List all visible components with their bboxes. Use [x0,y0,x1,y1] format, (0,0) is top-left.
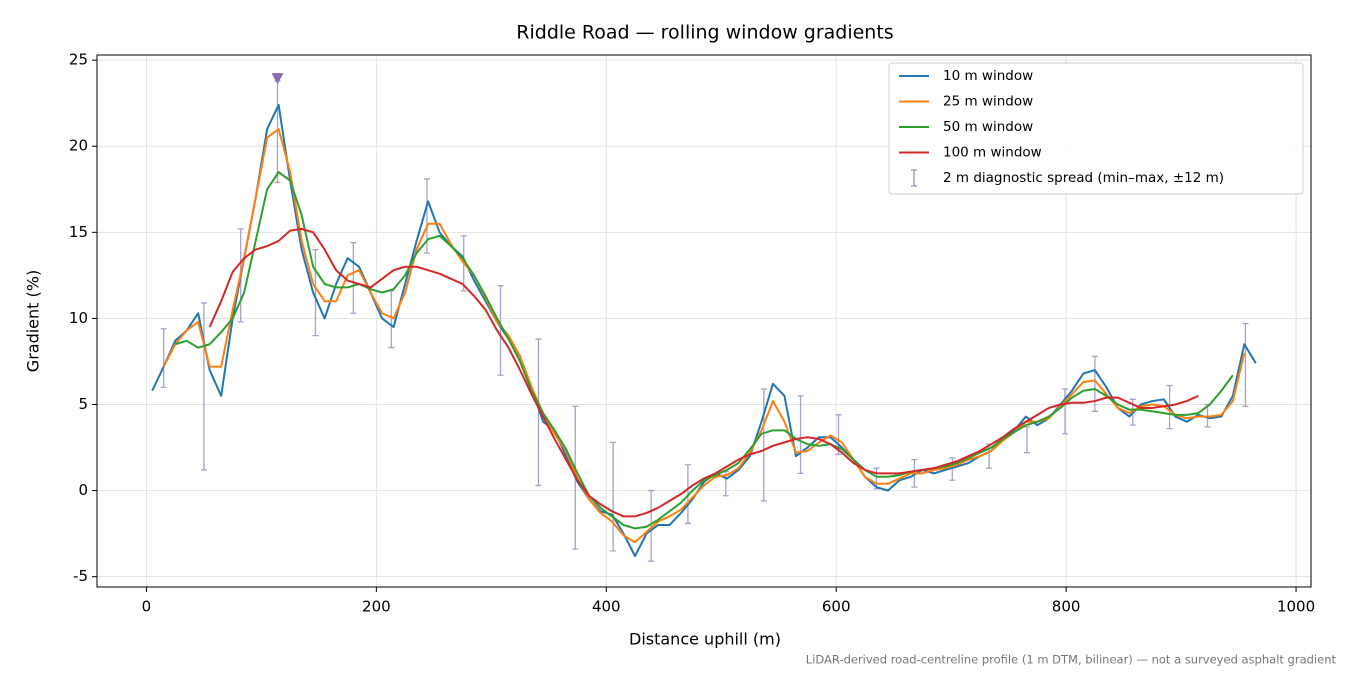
series-line [151,103,1257,558]
error-bar [497,285,504,376]
chart-title: Riddle Road — rolling window gradients [516,22,893,44]
error-bar [949,457,956,481]
x-tick-label: 400 [592,598,621,616]
x-axis-label: Distance uphill (m) [629,630,781,649]
y-tick-label: 10 [69,309,88,327]
footnote: LiDAR-derived road-centreline profile (1… [806,653,1337,667]
error-bar [1061,388,1068,435]
error-bar [1091,355,1098,413]
error-bar [1024,426,1031,454]
legend-label: 25 m window [943,94,1033,110]
error-bar [160,328,167,388]
error-bar [873,467,880,490]
error-bar [535,338,542,487]
error-bar [610,441,617,552]
y-tick-label: 5 [78,395,88,413]
y-tick-label: 25 [69,51,88,69]
x-tick-label: 600 [822,598,851,616]
legend-label: 50 m window [943,119,1033,135]
plot-frame [96,54,1312,588]
legend-label: 100 m window [943,145,1042,161]
legend-label: 10 m window [943,68,1033,84]
error-bar [1242,322,1249,407]
error-bar [797,395,804,475]
x-tick-label: 800 [1052,598,1081,616]
error-bar [350,242,357,314]
legend-swatch [911,169,917,187]
series-line [162,128,1246,544]
legend-box [888,62,1304,195]
error-bar [648,489,655,562]
y-tick-label: 20 [69,137,88,155]
x-tick-label: 1000 [1277,598,1315,616]
error-bar [760,388,767,502]
series-line [174,171,1234,530]
y-axis-label: Gradient (%) [24,270,43,372]
error-bar [312,248,319,337]
series-line [208,227,1199,518]
peak-marker [271,73,284,85]
error-bar [200,302,207,471]
y-tick-label: 0 [78,481,88,499]
x-tick-label: 0 [142,598,152,616]
x-tick-label: 200 [362,598,391,616]
legend-label: 2 m diagnostic spread (min–max, ±12 m) [943,170,1224,186]
y-tick-label: -5 [73,567,88,585]
y-tick-label: 15 [69,223,88,241]
